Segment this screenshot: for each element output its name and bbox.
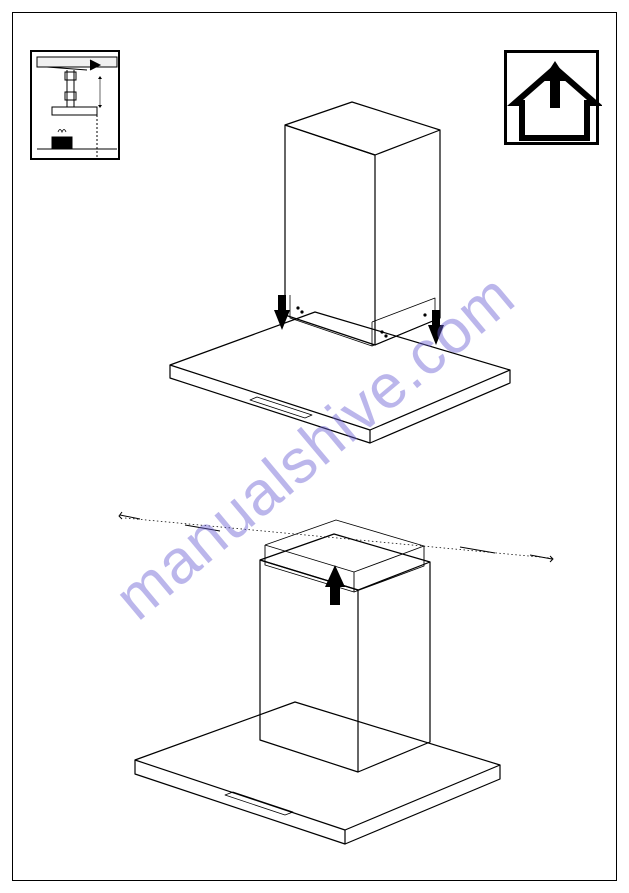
- chimney-raise-diagram: [110, 470, 560, 850]
- chimney-lower-diagram: [140, 100, 540, 450]
- assembly-overview-icon: [30, 50, 120, 160]
